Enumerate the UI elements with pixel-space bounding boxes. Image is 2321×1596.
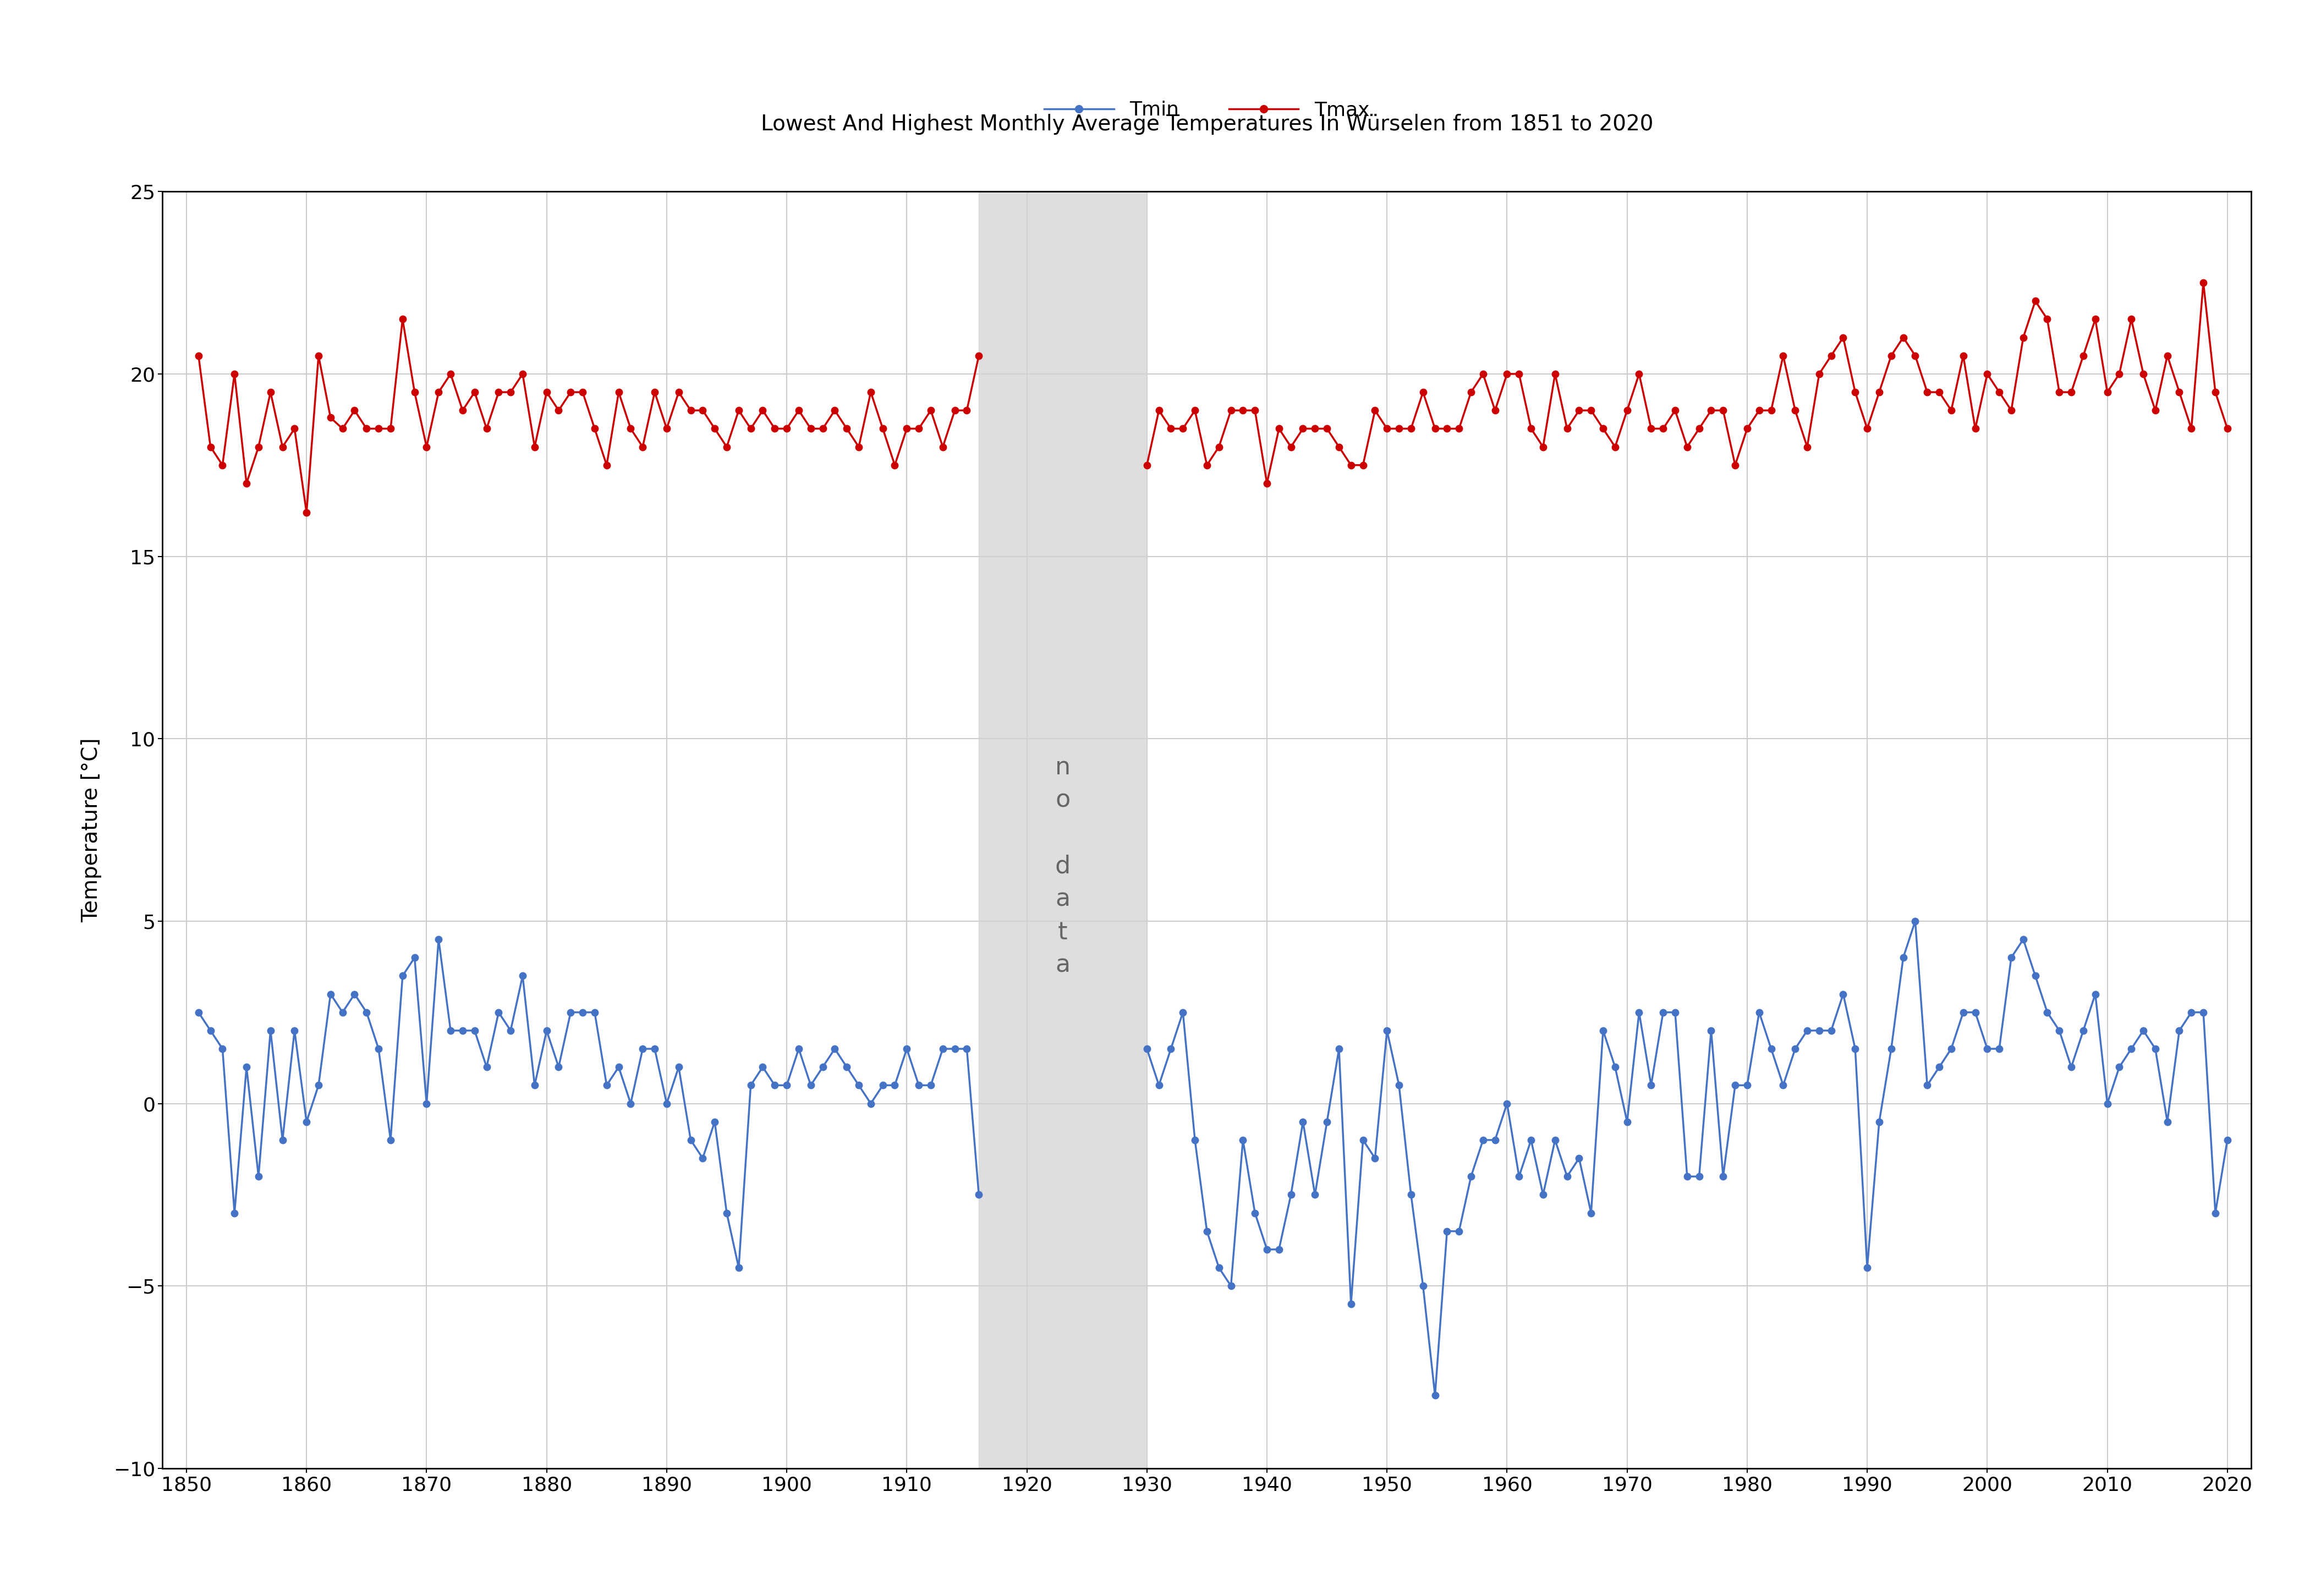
Legend: Tmin, Tmax: Tmin, Tmax — [1035, 93, 1379, 128]
Y-axis label: Temperature [°C]: Temperature [°C] — [81, 737, 102, 922]
Bar — [979, 192, 1147, 1468]
Title: Lowest And Highest Monthly Average Temperatures In Würselen from 1851 to 2020: Lowest And Highest Monthly Average Tempe… — [761, 113, 1653, 134]
Text: n
o
 
d
a
t
a: n o d a t a — [1056, 755, 1070, 977]
